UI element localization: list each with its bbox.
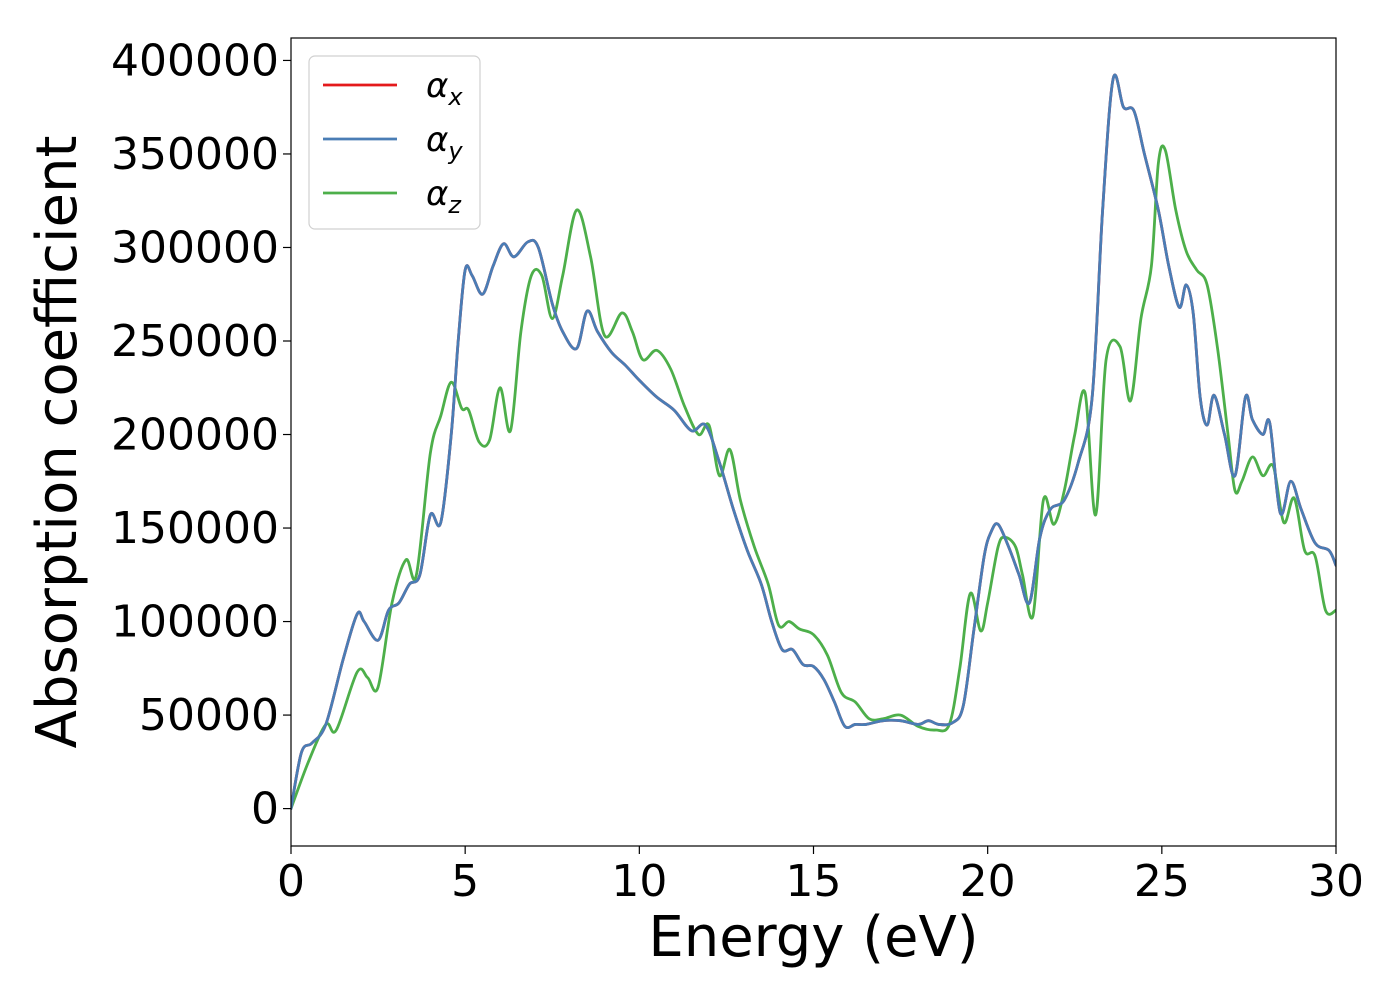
y-tick-label: 200000: [111, 410, 279, 461]
legend: αx αy αz: [308, 55, 481, 230]
y-tick-label: 300000: [111, 222, 279, 273]
y-tick-label: 0: [251, 784, 279, 835]
x-axis-ticks: 0 5 10 15 20 25 30: [277, 846, 1364, 907]
x-tick-label: 15: [786, 856, 842, 907]
y-tick-label: 350000: [111, 129, 279, 180]
legend-label-alpha-z: αz: [426, 174, 462, 219]
y-axis-ticks: 0 50000 100000 150000 200000 250000 300000 3500…: [111, 35, 291, 835]
legend-box: [308, 55, 481, 230]
x-axis-label: Energy (eV): [648, 905, 978, 970]
series-layer: [291, 73, 1336, 810]
x-tick-label: 10: [611, 856, 667, 907]
y-tick-label: 400000: [111, 35, 279, 86]
x-tick-label: 20: [960, 856, 1016, 907]
y-tick-label: 100000: [111, 597, 279, 648]
x-tick-label: 30: [1308, 856, 1364, 907]
series-line-alpha-y: [291, 73, 1336, 810]
x-tick-label: 25: [1134, 856, 1190, 907]
y-tick-label: 250000: [111, 316, 279, 367]
y-tick-label: 50000: [139, 690, 279, 741]
series-line-alpha-z: [291, 144, 1336, 810]
y-axis-label: Absorption coefficient: [25, 136, 90, 749]
x-tick-label: 0: [277, 856, 305, 907]
x-tick-label: 5: [451, 856, 479, 907]
legend-label-alpha-x: αx: [426, 66, 463, 111]
legend-label-alpha-y: αy: [426, 120, 463, 165]
y-tick-label: 150000: [111, 503, 279, 554]
